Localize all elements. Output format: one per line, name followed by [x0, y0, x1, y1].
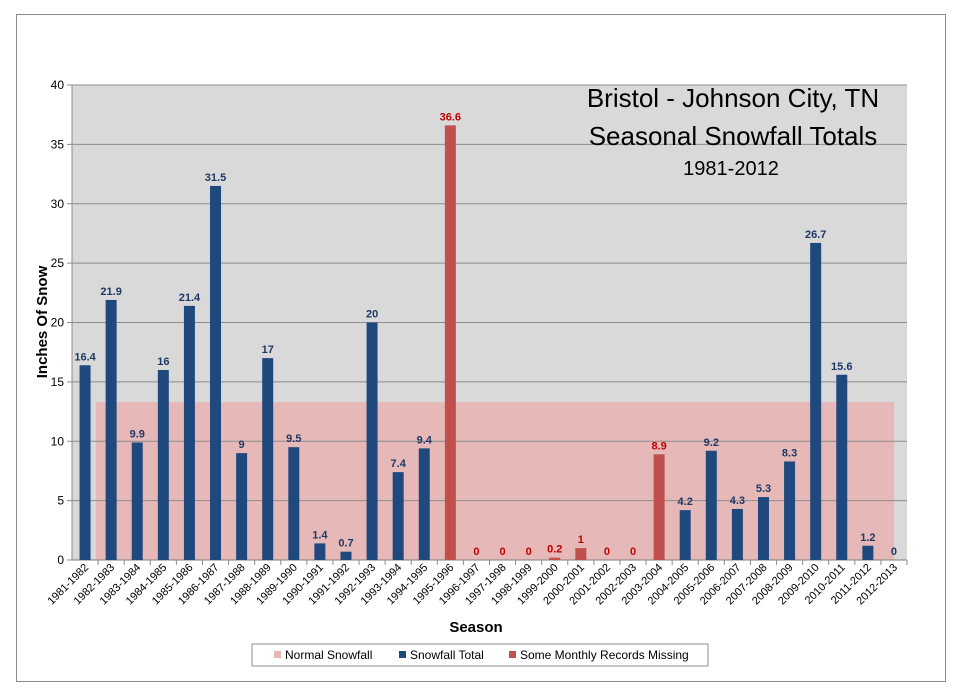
bar-1994-1995: [418, 448, 430, 560]
bar-2008-2009: [784, 461, 796, 560]
y-tick-label: 30: [51, 197, 65, 211]
data-label-2003-2004: 8.9: [651, 440, 666, 452]
bar-1985-1986: [183, 305, 195, 560]
bar-1995-1996: [444, 125, 456, 560]
bar-1999-2000: [549, 557, 561, 560]
bar-2010-2011: [836, 374, 848, 560]
legend-label-missing: Some Monthly Records Missing: [520, 648, 689, 662]
y-tick-label: 0: [57, 553, 64, 567]
bar-2005-2006: [705, 450, 717, 560]
chart-title-line-1: Bristol - Johnson City, TN: [587, 83, 879, 113]
data-label-1983-1984: 9.9: [130, 428, 145, 440]
y-tick-labels: 0 5 10 15 20 25 30 35 40: [51, 78, 65, 567]
data-label-1994-1995: 9.4: [417, 434, 433, 446]
data-label-1996-1997: 0: [473, 546, 479, 558]
data-label-1993-1994: 7.4: [391, 458, 407, 470]
legend: Normal Snowfall Snowfall Total Some Monthl…: [251, 643, 709, 667]
data-label-1984-1985: 16: [157, 356, 169, 368]
bar-1986-1987: [210, 185, 222, 560]
data-label-1991-1992: 0.7: [338, 538, 353, 550]
y-tick-label: 15: [51, 375, 65, 389]
data-label-2007-2008: 5.3: [756, 483, 771, 495]
bar-2006-2007: [731, 508, 743, 560]
bar-1991-1992: [340, 551, 352, 560]
data-label-1989-1990: 9.5: [286, 433, 301, 445]
data-label-2006-2007: 4.3: [730, 495, 745, 507]
data-label-1987-1988: 9: [239, 439, 245, 451]
data-label-1995-1996: 36.6: [440, 111, 461, 123]
bars: [79, 125, 874, 560]
bar-1987-1988: [236, 453, 248, 560]
bar-1983-1984: [131, 442, 143, 560]
data-labels: 16.4 21.9 9.9 16 21.4 31.5 9 17 9.5 1.4 0.7 20 7.4 9.…: [74, 111, 897, 558]
bar-1988-1989: [262, 358, 274, 560]
data-label-1982-1983: 21.9: [100, 286, 121, 298]
legend-swatch-total: [399, 651, 406, 658]
data-label-2012-2013: 0: [891, 546, 897, 558]
data-label-1981-1982: 16.4: [74, 351, 96, 363]
bar-2000-2001: [575, 548, 587, 560]
data-label-2004-2005: 4.2: [678, 496, 693, 508]
chart-title-line-2: Seasonal Snowfall Totals: [589, 121, 878, 151]
data-label-2002-2003: 0: [630, 546, 636, 558]
bar-1989-1990: [288, 447, 300, 560]
y-tick-label: 25: [51, 256, 65, 270]
bar-2007-2008: [757, 497, 769, 560]
bar-1992-1993: [366, 322, 378, 560]
x-tick-labels: 1981-19821982-19831983-19841984-19851985…: [45, 562, 900, 608]
data-label-1990-1991: 1.4: [312, 529, 328, 541]
legend-box: [251, 643, 709, 667]
data-label-1992-1993: 20: [366, 309, 378, 321]
data-label-2010-2011: 15.6: [831, 361, 852, 373]
bar-1982-1983: [105, 299, 117, 560]
y-axis-title: Inches Of Snow: [34, 265, 51, 378]
data-label-2005-2006: 9.2: [704, 437, 719, 449]
data-label-2000-2001: 1: [578, 534, 584, 546]
y-tick-label: 40: [51, 78, 65, 92]
data-label-1986-1987: 31.5: [205, 172, 226, 184]
bar-2011-2012: [862, 545, 874, 560]
legend-swatch-missing: [509, 651, 516, 658]
legend-swatch-normal: [274, 651, 281, 658]
chart-subtitle: 1981-2012: [683, 158, 779, 180]
bar-2009-2010: [810, 242, 822, 560]
bar-2003-2004: [653, 454, 665, 560]
data-label-2011-2012: 1.2: [860, 532, 875, 544]
data-label-1998-1999: 0: [526, 546, 532, 558]
data-label-1997-1998: 0: [499, 546, 505, 558]
y-tick-label: 20: [51, 316, 65, 330]
data-label-2001-2002: 0: [604, 546, 610, 558]
bar-1981-1982: [79, 365, 91, 560]
data-label-1985-1986: 21.4: [179, 292, 201, 304]
data-label-2009-2010: 26.7: [805, 229, 826, 241]
data-label-1999-2000: 0.2: [547, 544, 562, 556]
legend-label-total: Snowfall Total: [410, 648, 484, 662]
bar-2004-2005: [679, 510, 691, 560]
bar-1990-1991: [314, 543, 326, 560]
legend-label-normal: Normal Snowfall: [285, 648, 372, 662]
data-label-1988-1989: 17: [262, 344, 274, 356]
y-tick-label: 10: [51, 434, 65, 448]
data-label-2008-2009: 8.3: [782, 447, 797, 459]
y-tick-label: 5: [57, 494, 64, 508]
bar-1984-1985: [157, 370, 169, 560]
y-tick-label: 35: [51, 137, 65, 151]
bar-1993-1994: [392, 472, 404, 560]
x-axis-title: Season: [449, 619, 502, 636]
